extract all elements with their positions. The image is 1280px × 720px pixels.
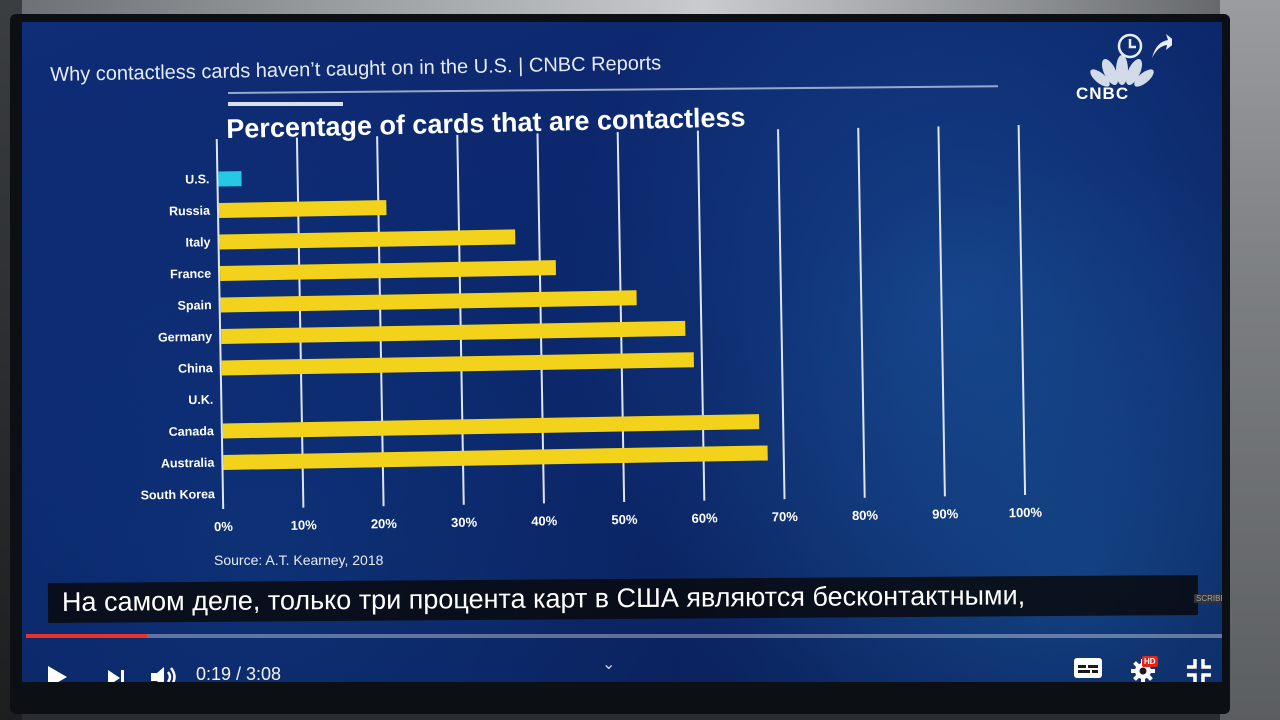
- video-player[interactable]: Why contactless cards haven’t caught on …: [22, 22, 1222, 682]
- x-tick-label: 60%: [691, 510, 718, 525]
- volume-button[interactable]: [148, 664, 180, 682]
- clock-icon: [1117, 33, 1143, 59]
- exit-fullscreen-button[interactable]: [1184, 656, 1214, 682]
- gridline: [696, 130, 706, 501]
- time-display: 0:19 / 3:08: [196, 664, 282, 682]
- chevron-down-icon[interactable]: ⌄: [602, 656, 616, 673]
- gridline: [536, 133, 545, 504]
- contactless-bar-chart: 0% 10% 20% 30% 40% 50% 60% 70% 80% 90% 100% U.S. Rus…: [141, 125, 1043, 534]
- x-tick-label: 80%: [852, 508, 879, 523]
- hd-badge: HD: [1142, 656, 1158, 667]
- category-label: Spain: [177, 298, 211, 313]
- bar-italy: [219, 229, 516, 250]
- category-label: Germany: [158, 330, 212, 345]
- x-tick-label: 20%: [371, 516, 398, 531]
- bar-spain: [220, 290, 637, 313]
- gridline: [777, 129, 786, 500]
- title-accent-line: [228, 102, 343, 106]
- x-tick-label: 10%: [291, 517, 318, 532]
- gridline: [616, 132, 626, 503]
- gridline: [937, 126, 946, 497]
- gridline: [1017, 125, 1027, 496]
- play-icon: [48, 666, 67, 682]
- play-button[interactable]: [44, 664, 70, 682]
- cnbc-logo-text: CNBC: [1076, 84, 1130, 103]
- exit-fullscreen-icon: [1187, 659, 1211, 682]
- gridline: [376, 136, 385, 507]
- volume-icon: [151, 667, 176, 682]
- category-label: China: [178, 361, 214, 376]
- settings-button[interactable]: [1128, 656, 1158, 682]
- progress-bar[interactable]: [26, 634, 1222, 638]
- category-label: South Korea: [141, 487, 217, 502]
- category-label: Australia: [161, 456, 216, 471]
- category-label: Russia: [169, 204, 211, 219]
- bar-russia: [218, 200, 387, 219]
- category-label: U.S.: [185, 172, 210, 186]
- x-tick-label: 70%: [772, 509, 799, 524]
- subtitles-button[interactable]: [1072, 656, 1104, 680]
- bar-germany: [221, 320, 686, 344]
- bar-china: [221, 352, 694, 376]
- x-tick-label: 100%: [1009, 505, 1043, 521]
- chart-source: Source: A.T. Kearney, 2018: [214, 552, 384, 568]
- x-tick-label: 0%: [214, 519, 233, 534]
- x-tick-label: 40%: [531, 513, 558, 528]
- category-label: Italy: [185, 235, 210, 249]
- skip-next-icon: [108, 670, 124, 682]
- subtitles-icon: [1074, 658, 1102, 678]
- cnbc-peacock-icon[interactable]: [1072, 28, 1172, 108]
- category-label: Canada: [169, 424, 215, 439]
- gridline: [857, 127, 866, 498]
- subscribe-tag: SCRIBE: [1194, 594, 1222, 603]
- category-label: U.K.: [188, 393, 213, 407]
- bar-u-s: [218, 171, 242, 187]
- bar-australia: [223, 445, 768, 470]
- category-label: France: [170, 267, 211, 282]
- x-tick-label: 30%: [451, 515, 478, 530]
- gridline: [295, 137, 305, 508]
- progress-played: [26, 634, 147, 638]
- gridline: [215, 139, 225, 510]
- x-tick-label: 50%: [611, 512, 638, 527]
- x-tick-label: 90%: [932, 506, 959, 521]
- gridline: [456, 134, 465, 505]
- bar-canada: [222, 414, 760, 439]
- bar-france: [219, 260, 557, 282]
- background-right-wall: [1220, 0, 1280, 720]
- next-button[interactable]: [104, 666, 128, 682]
- share-icon: [1152, 34, 1172, 58]
- gear-icon: [1131, 659, 1155, 682]
